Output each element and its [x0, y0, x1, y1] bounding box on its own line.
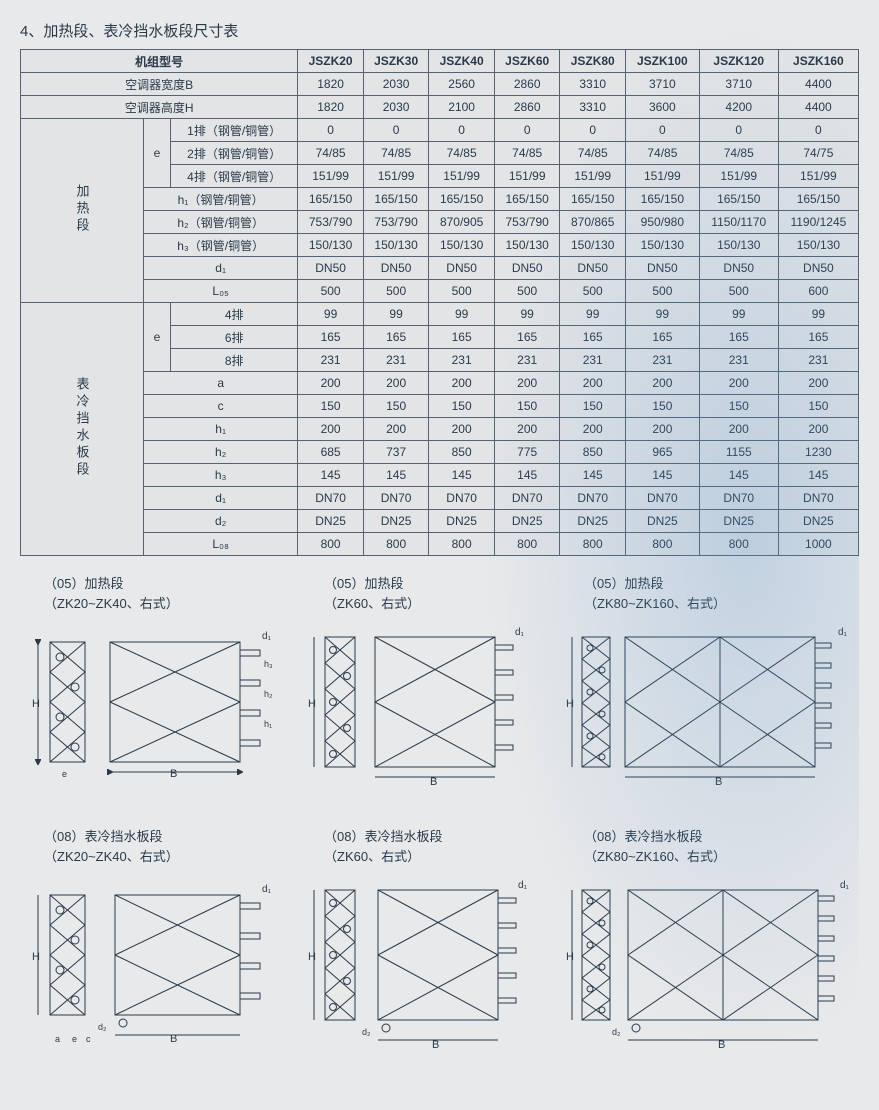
- page-title: 4、加热段、表冷挡水板段尺寸表: [20, 20, 859, 41]
- svg-text:d₁: d₁: [840, 880, 850, 891]
- svg-text:h₁: h₁: [264, 719, 272, 729]
- svg-text:d₁: d₁: [518, 880, 528, 891]
- diagram-cool-1: （08）表冷挡水板段（ZK20~ZK40、右式）: [20, 827, 290, 1060]
- svg-text:a: a: [55, 1034, 60, 1044]
- diagram-cool-3: （08）表冷挡水板段（ZK80~ZK160、右式）: [560, 827, 860, 1060]
- svg-text:B: B: [715, 776, 722, 788]
- svg-text:e: e: [62, 769, 67, 779]
- svg-text:H: H: [566, 951, 574, 963]
- row-h-label: 空调器高度H: [21, 96, 298, 119]
- col-m0: JSZK20: [298, 50, 364, 73]
- diagram-heat-2: （05）加热段（ZK60、右式）: [300, 574, 550, 797]
- dimension-table: 机组型号 JSZK20 JSZK30 JSZK40 JSZK60 JSZK80 …: [20, 49, 859, 556]
- head-model: 机组型号: [21, 50, 298, 73]
- col-m7: JSZK160: [778, 50, 858, 73]
- col-m2: JSZK40: [429, 50, 495, 73]
- svg-text:d₁: d₁: [262, 884, 272, 895]
- svg-text:H: H: [32, 698, 40, 710]
- diagram-cool-2: （08）表冷挡水板段（ZK60、右式）: [300, 827, 550, 1060]
- diagram-area: （05）加热段（ZK20~ZK40、右式）: [20, 574, 859, 1060]
- cool-section-label: 表冷挡水板段: [21, 303, 144, 556]
- svg-text:h₂: h₂: [264, 689, 273, 699]
- diagram-heat-3: （05）加热段（ZK80~ZK160、右式）: [560, 574, 860, 797]
- svg-text:H: H: [308, 698, 316, 710]
- svg-text:c: c: [86, 1034, 91, 1044]
- heat-e: e: [144, 119, 171, 188]
- svg-text:H: H: [32, 951, 40, 963]
- svg-text:H: H: [308, 951, 316, 963]
- heat-section-label: 加热段: [21, 119, 144, 303]
- col-m1: JSZK30: [363, 50, 429, 73]
- cool-e: e: [144, 303, 171, 372]
- col-m3: JSZK60: [494, 50, 560, 73]
- col-m4: JSZK80: [560, 50, 626, 73]
- row-b-label: 空调器宽度B: [21, 73, 298, 96]
- svg-text:H: H: [566, 698, 574, 710]
- svg-text:d₂: d₂: [98, 1022, 107, 1032]
- svg-text:d₁: d₁: [838, 627, 848, 638]
- svg-text:e: e: [72, 1034, 77, 1044]
- svg-text:B: B: [432, 1039, 439, 1051]
- svg-text:B: B: [430, 776, 437, 788]
- svg-text:d₂: d₂: [362, 1027, 371, 1037]
- svg-text:d₁: d₁: [515, 627, 525, 638]
- svg-text:d₁: d₁: [262, 631, 272, 642]
- svg-text:d₂: d₂: [612, 1027, 621, 1037]
- svg-text:h₃: h₃: [264, 659, 273, 669]
- col-m5: JSZK100: [625, 50, 699, 73]
- diagram-heat-1: （05）加热段（ZK20~ZK40、右式）: [20, 574, 290, 797]
- col-m6: JSZK120: [699, 50, 778, 73]
- svg-text:B: B: [170, 768, 177, 780]
- svg-text:B: B: [718, 1039, 725, 1051]
